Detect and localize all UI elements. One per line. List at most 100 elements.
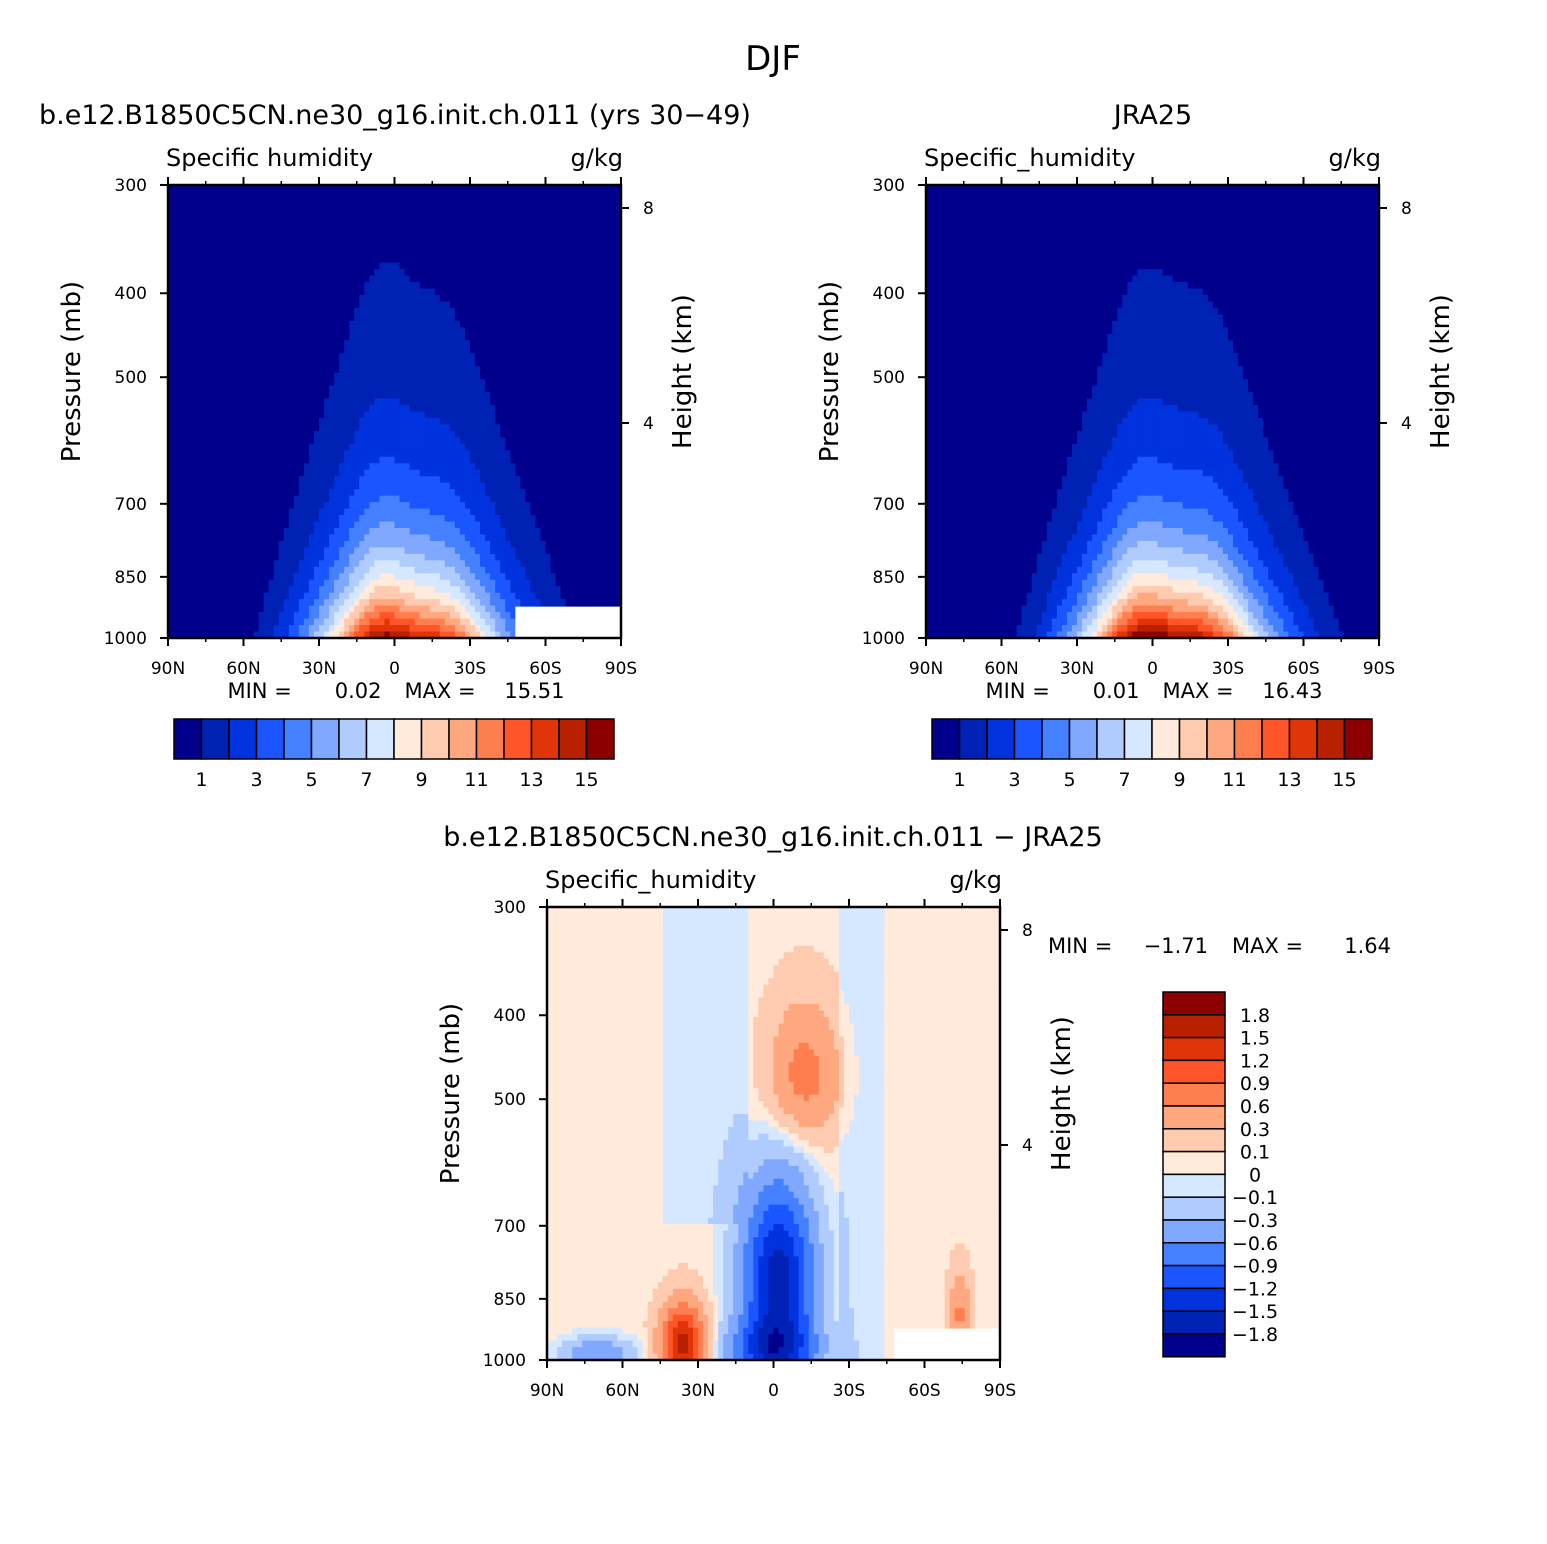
contour-cell	[349, 386, 355, 393]
contour-cell	[233, 405, 239, 412]
contour-cell	[178, 334, 184, 341]
contour-cell	[264, 334, 270, 341]
contour-cell	[445, 509, 451, 516]
contour-cell	[389, 360, 395, 367]
contour-cell	[566, 276, 572, 283]
contour-cell	[259, 276, 265, 283]
contour-cell	[606, 373, 612, 380]
contour-cell	[188, 399, 194, 406]
contour-cell	[490, 360, 496, 367]
contour-cell	[349, 534, 355, 541]
contour-cell	[420, 347, 426, 354]
contour-cell	[611, 515, 617, 522]
contour-cell	[349, 412, 355, 419]
contour-cell	[460, 198, 466, 205]
contour-cell	[581, 431, 587, 438]
contour-cell	[223, 295, 229, 302]
contour-cell	[259, 224, 265, 231]
contour-cell	[264, 528, 270, 535]
contour-cell	[520, 314, 526, 321]
contour-cell	[198, 282, 204, 289]
contour-cell	[314, 489, 320, 496]
contour-cell	[193, 418, 199, 425]
contour-cell	[279, 418, 285, 425]
contour-cell	[520, 444, 526, 451]
contour-cell	[233, 476, 239, 483]
contour-cell	[213, 373, 219, 380]
contour-cell	[435, 418, 441, 425]
contour-cell	[329, 237, 335, 244]
contour-cell	[395, 463, 401, 470]
contour-cell	[233, 230, 239, 237]
contour-cell	[525, 405, 531, 412]
contour-cell	[244, 418, 250, 425]
contour-cell	[178, 509, 184, 516]
contour-cell	[556, 392, 562, 399]
contour-cell	[259, 308, 265, 315]
contour-cell	[208, 230, 214, 237]
contour-cell	[274, 541, 280, 548]
contour-cell	[274, 509, 280, 516]
contour-cell	[274, 347, 280, 354]
contour-cell	[525, 386, 531, 393]
contour-cell	[208, 373, 214, 380]
contour-cell	[233, 418, 239, 425]
contour-cell	[228, 431, 234, 438]
contour-cell	[299, 217, 305, 224]
contour-cell	[233, 483, 239, 490]
contour-cell	[576, 230, 582, 237]
contour-cell	[530, 386, 536, 393]
contour-cell	[344, 198, 350, 205]
contour-cell	[364, 450, 370, 457]
contour-cell	[611, 418, 617, 425]
contour-cell	[400, 509, 406, 516]
contour-cell	[611, 295, 617, 302]
contour-cell	[304, 496, 310, 503]
contour-cell	[540, 224, 546, 231]
contour-cell	[173, 360, 179, 367]
contour-cell	[193, 269, 199, 276]
contour-cell	[465, 496, 471, 503]
contour-cell	[551, 534, 557, 541]
contour-cell	[284, 528, 290, 535]
contour-cell	[480, 256, 486, 263]
contour-cell	[389, 379, 395, 386]
contour-cell	[274, 340, 280, 347]
contour-cell	[324, 386, 330, 393]
contour-cell	[485, 217, 491, 224]
contour-cell	[505, 412, 511, 419]
contour-cell	[233, 496, 239, 503]
contour-cell	[601, 256, 607, 263]
contour-cell	[571, 256, 577, 263]
contour-cell	[274, 379, 280, 386]
contour-cell	[233, 437, 239, 444]
contour-cell	[500, 457, 506, 464]
contour-cell	[198, 308, 204, 315]
contour-cell	[495, 399, 501, 406]
contour-cell	[289, 282, 295, 289]
contour-cell	[339, 314, 345, 321]
contour-cell	[289, 522, 295, 529]
contour-cell	[470, 191, 476, 198]
contour-cell	[264, 431, 270, 438]
contour-cell	[450, 405, 456, 412]
contour-cell	[556, 450, 562, 457]
contour-cell	[254, 483, 260, 490]
contour-cell	[425, 373, 431, 380]
contour-cell	[349, 431, 355, 438]
contour-cell	[430, 528, 436, 535]
contour-cell	[349, 276, 355, 283]
contour-cell	[546, 243, 552, 250]
contour-cell	[586, 191, 592, 198]
contour-cell	[203, 263, 209, 270]
contour-cell	[279, 289, 285, 296]
contour-cell	[530, 314, 536, 321]
contour-cell	[410, 534, 416, 541]
contour-cell	[415, 263, 421, 270]
contour-cell	[505, 289, 511, 296]
contour-cell	[520, 470, 526, 477]
contour-cell	[525, 250, 531, 257]
contour-cell	[359, 528, 365, 535]
contour-cell	[244, 334, 250, 341]
contour-cell	[249, 431, 255, 438]
